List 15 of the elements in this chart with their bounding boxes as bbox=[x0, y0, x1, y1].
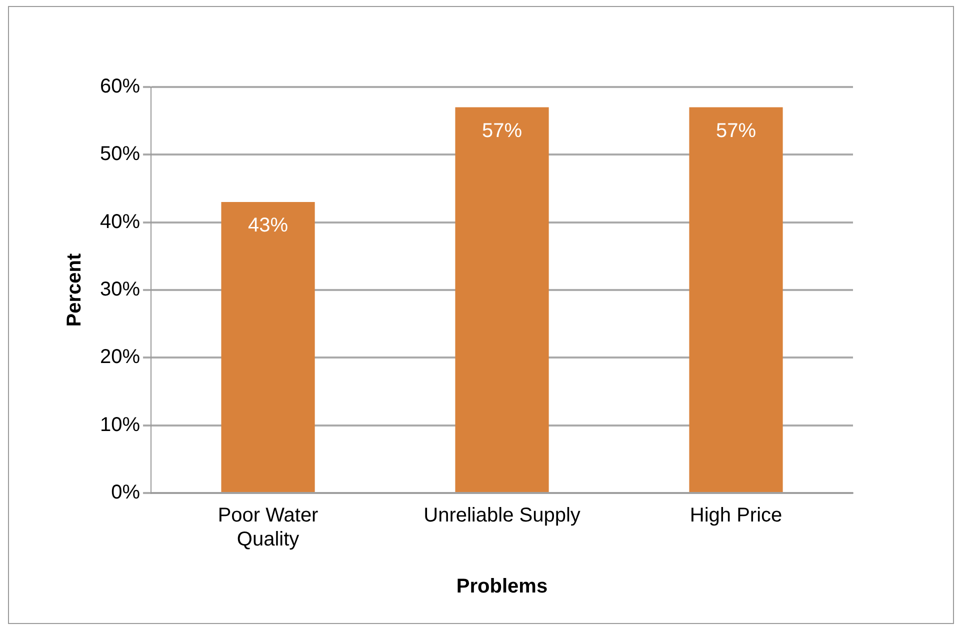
data-label: 57% bbox=[482, 120, 522, 142]
y-tick-label: 50% bbox=[100, 143, 140, 166]
y-tick-label: 40% bbox=[100, 210, 140, 233]
y-tick-label: 60% bbox=[100, 76, 140, 98]
x-axis-title: Problems bbox=[456, 576, 548, 598]
x-tick-label: Poor Water Quality bbox=[218, 504, 319, 551]
data-label: 57% bbox=[716, 120, 756, 142]
y-tick-label: 30% bbox=[100, 278, 140, 301]
data-label: 43% bbox=[248, 214, 288, 237]
y-tick-label: 0% bbox=[111, 482, 140, 504]
x-tick-label: Unreliable Supply bbox=[424, 504, 580, 527]
y-tick-label: 10% bbox=[100, 414, 140, 436]
x-tick-label: High Price bbox=[690, 504, 782, 527]
y-tick-label: 20% bbox=[100, 346, 140, 368]
y-axis-title: Percent bbox=[64, 252, 86, 327]
